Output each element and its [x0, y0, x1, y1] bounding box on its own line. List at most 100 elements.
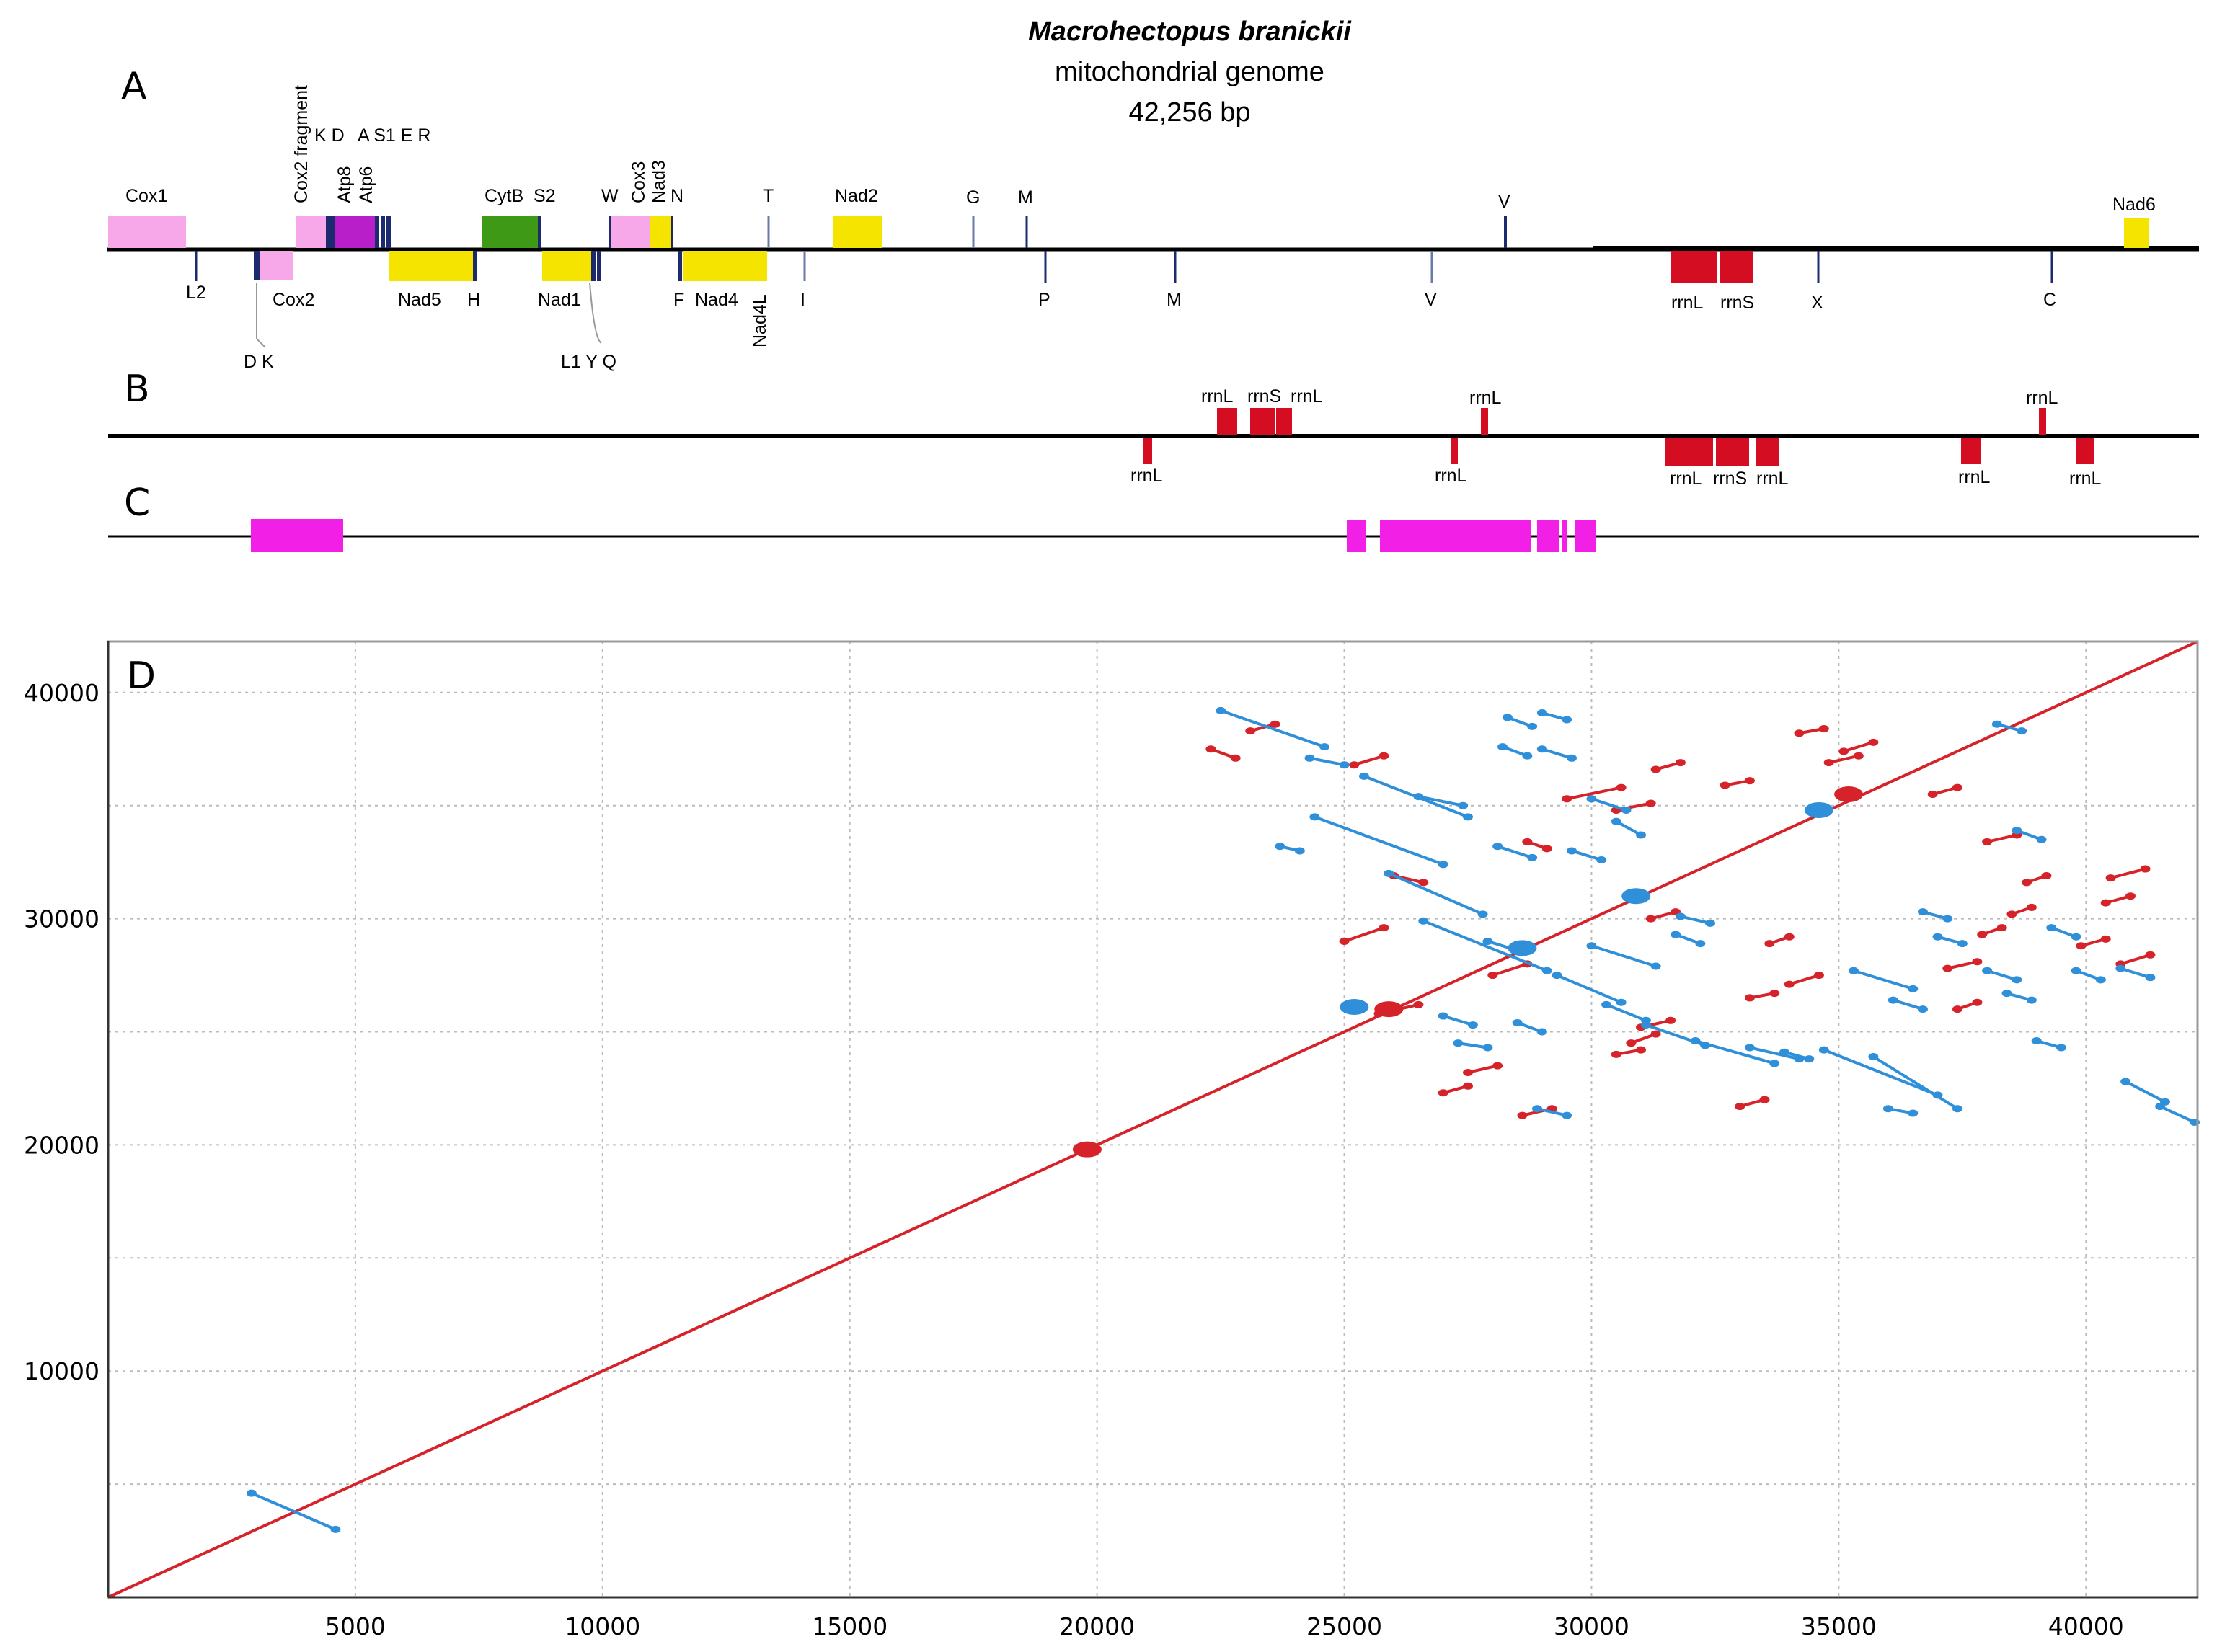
reverse-segment-end [1304, 754, 1315, 762]
reverse-segment-end [2120, 1078, 2131, 1085]
panelB-label-rrnl-3: rrnL [1469, 388, 1502, 408]
reverse-segment-end [1536, 745, 1547, 753]
label-as1er: A S1 E R [358, 125, 430, 146]
reverse-segment-end [1294, 847, 1305, 855]
reverse-segment-end [2046, 924, 2057, 932]
forward-segment-end [1379, 924, 1389, 932]
leader-l1yq [589, 282, 602, 344]
panelB-rrnl-bottom-2 [1451, 438, 1458, 464]
reverse-segment-end [2071, 967, 2081, 974]
reverse-segment [1496, 845, 1534, 859]
panelC-repeat-6 [1575, 520, 1596, 552]
gene-trna-f [678, 251, 682, 281]
forward-segment-end [1744, 994, 1755, 1002]
forward-segment [2109, 867, 2147, 880]
reverse-segment-end [1636, 831, 1647, 839]
forward-segment-end [1784, 933, 1795, 941]
overlap-blob [1508, 940, 1537, 956]
forward-segment-end [2140, 865, 2151, 873]
forward-segment-end [1487, 972, 1498, 980]
reverse-segment-end [1908, 1109, 1919, 1117]
reverse-segment [1219, 709, 1327, 749]
reverse-segment-end [1413, 793, 1424, 801]
reverse-segment [1605, 1003, 1647, 1022]
reverse-segment-end [1275, 843, 1285, 851]
reverse-segment-end [1567, 847, 1577, 855]
reverse-segment-end [1463, 813, 1474, 821]
forward-segment-end [2125, 892, 2136, 900]
gene-trna-s1 [381, 216, 385, 248]
reverse-segment-end [1690, 1037, 1701, 1045]
reverse-segment-end [1991, 720, 2002, 728]
reverse-segment [2124, 1080, 2167, 1103]
label-nad1: Nad1 [538, 290, 581, 310]
reverse-segment [1614, 820, 1643, 837]
reverse-segment-end [1952, 1105, 1962, 1113]
forward-segment-end [1675, 759, 1686, 767]
panelC-repeat-3 [1380, 520, 1531, 552]
panelB-rrnl-bottom-3 [1665, 438, 1713, 466]
reverse-segment-end [1650, 962, 1661, 970]
label-cox2-fragment: Cox2 fragment [291, 85, 311, 203]
forward-segment-end [1562, 795, 1572, 803]
panelB-label-rrnl-8: rrnL [1756, 468, 1789, 489]
forward-segment [1565, 786, 1623, 801]
reverse-segment-end [1453, 1039, 1464, 1047]
reverse-segment-end [1818, 1046, 1829, 1054]
reverse-segment-end [246, 1489, 257, 1497]
reverse-segment-end [1358, 772, 1369, 780]
gene-rrns [1720, 251, 1753, 283]
forward-segment-end [1492, 1062, 1503, 1070]
panelB-label-rrns-1: rrnS [1247, 386, 1281, 407]
forward-segment-end [1541, 845, 1552, 853]
reverse-segment-end [1527, 722, 1538, 730]
gene-trna-k [326, 216, 335, 248]
gene-cox2 [260, 251, 293, 280]
gene-nad1 [542, 251, 591, 281]
reverse-segment [1851, 969, 1915, 990]
reverse-segment [1891, 998, 1924, 1011]
forward-segment [1353, 754, 1386, 767]
reverse-segment-end [1562, 716, 1572, 724]
gene-cox3 [610, 216, 650, 248]
forward-segment-end [1784, 980, 1795, 988]
forward-segment-end [1972, 958, 1983, 966]
forward-segment-end [2026, 903, 2037, 911]
gene-trna-l1 [591, 251, 596, 281]
forward-segment-end [1759, 1096, 1770, 1103]
reverse-segment-end [1888, 996, 1898, 1004]
gene-nad4l [750, 251, 767, 281]
forward-segment-end [1379, 752, 1389, 760]
label-nad6: Nad6 [2112, 195, 2156, 215]
panelB-label-rrnl-2: rrnL [1291, 386, 1323, 407]
forward-segment-end [1650, 1030, 1661, 1038]
reverse-segment-end [1586, 942, 1597, 950]
label-atp8: Atp8 [335, 166, 355, 203]
label-n: N [671, 186, 683, 206]
x-tick-label: 5000 [325, 1612, 386, 1640]
label-w: W [601, 186, 619, 206]
panelB-label-rrnl-4: rrnL [2026, 388, 2058, 408]
forward-segment-end [1735, 1103, 1745, 1111]
gene-trna-h [473, 251, 477, 281]
y-tick-label: 40000 [24, 679, 99, 707]
label-m-bottom: M [1167, 290, 1182, 310]
label-nad4: Nad4 [695, 290, 738, 310]
forward-segment-end [1764, 940, 1775, 948]
reverse-segment-end [1942, 915, 1953, 923]
forward-segment-end [1813, 972, 1824, 980]
reverse-segment-end [2012, 976, 2022, 984]
forward-segment [1827, 754, 1860, 765]
reverse-segment [2159, 1105, 2197, 1124]
gene-cytb [482, 216, 538, 248]
forward-segment-end [1349, 761, 1360, 769]
label-cytb: CytB [484, 186, 523, 206]
panelB-rrnl-top-4 [2039, 408, 2046, 435]
panelB-rrnl-top-2 [1276, 408, 1292, 435]
panelB-label-rrnl-5: rrnL [1130, 466, 1163, 486]
forward-segment-end [1463, 1082, 1474, 1090]
reverse-segment-end [1309, 813, 1320, 821]
reverse-segment-end [2145, 974, 2156, 982]
genome-size: 42,256 bp [1128, 97, 1251, 128]
